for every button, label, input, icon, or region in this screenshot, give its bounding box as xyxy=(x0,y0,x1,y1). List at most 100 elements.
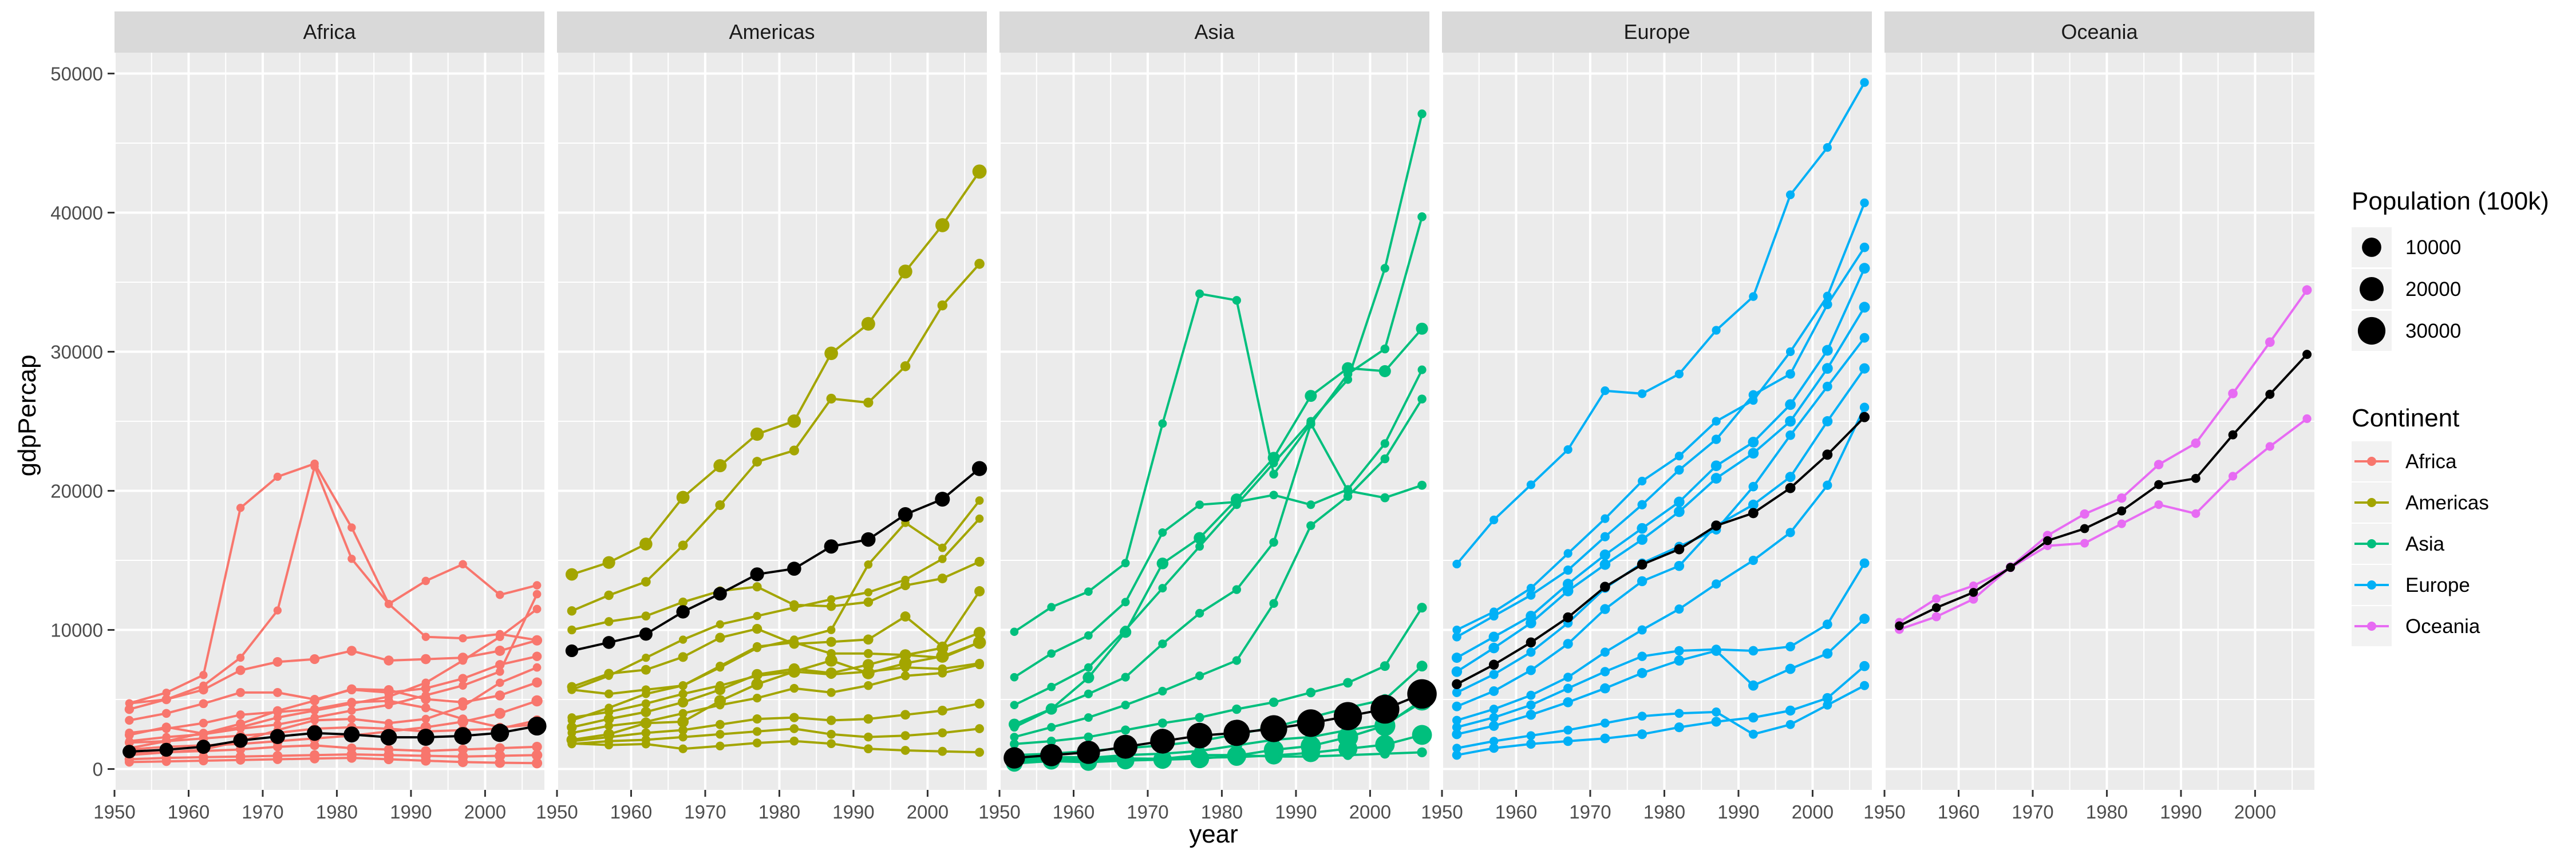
country-data-point xyxy=(1010,701,1019,710)
country-data-point xyxy=(459,560,467,569)
country-data-point xyxy=(1195,289,1204,298)
country-data-point xyxy=(1599,559,1611,570)
country-data-point xyxy=(494,707,505,719)
country-data-point xyxy=(1416,322,1428,335)
country-data-point xyxy=(457,757,468,768)
country-data-point xyxy=(1121,559,1130,568)
country-data-point xyxy=(421,576,430,586)
country-data-point xyxy=(567,685,576,694)
country-data-point xyxy=(1710,473,1722,484)
strip-background xyxy=(114,11,544,53)
country-data-point xyxy=(1195,750,1204,760)
country-data-point xyxy=(1232,585,1242,594)
country-data-point xyxy=(676,491,690,504)
color-legend-symbol xyxy=(2367,457,2376,466)
country-data-point xyxy=(1785,416,1796,427)
country-data-point xyxy=(641,699,651,708)
country-data-point xyxy=(459,702,467,711)
country-data-point xyxy=(1932,594,1941,603)
country-data-point xyxy=(1452,722,1461,732)
mean-data-point xyxy=(1370,694,1400,724)
country-data-point xyxy=(973,636,986,649)
mean-data-point xyxy=(343,726,360,743)
mean-data-point xyxy=(971,461,987,476)
country-data-point xyxy=(827,670,836,679)
country-data-point xyxy=(789,445,799,456)
country-series-line xyxy=(1456,618,1866,736)
country-data-point xyxy=(1563,673,1573,682)
country-data-point xyxy=(2228,472,2238,481)
x-tick-label: 1970 xyxy=(1569,801,1611,823)
country-data-point xyxy=(1416,661,1428,672)
mean-data-point xyxy=(1859,412,1870,422)
country-series-line xyxy=(1456,406,1866,722)
country-data-point xyxy=(532,663,542,672)
country-data-point xyxy=(347,555,356,563)
country-data-point xyxy=(641,685,651,694)
mean-data-point xyxy=(1526,637,1536,648)
country-data-point xyxy=(1195,608,1204,618)
country-data-point xyxy=(1452,632,1461,642)
country-data-point xyxy=(1526,739,1536,749)
mean-data-point xyxy=(1452,679,1462,690)
country-data-point xyxy=(199,756,208,766)
country-data-point xyxy=(2302,285,2312,295)
country-data-point xyxy=(495,667,504,676)
mean-series-group xyxy=(565,461,987,658)
country-data-point xyxy=(1931,612,1941,622)
country-data-point xyxy=(1452,625,1461,635)
country-series-line xyxy=(1013,292,1423,633)
x-tick-label: 1990 xyxy=(390,801,432,823)
country-data-point xyxy=(938,746,947,756)
country-data-point xyxy=(162,724,171,733)
country-data-point xyxy=(789,736,799,746)
country-data-point xyxy=(1674,722,1684,733)
country-data-point xyxy=(752,727,762,736)
country-data-point xyxy=(1785,369,1795,379)
x-tick-label: 2000 xyxy=(1792,801,1834,823)
country-data-point xyxy=(1859,363,1870,374)
country-data-point xyxy=(1232,704,1242,714)
country-data-point xyxy=(1306,500,1315,509)
country-data-point xyxy=(1822,381,1832,392)
mean-data-point xyxy=(2043,536,2052,545)
country-data-point xyxy=(1306,521,1315,530)
country-data-point xyxy=(1674,709,1684,718)
country-data-point xyxy=(1380,493,1390,503)
country-data-point xyxy=(789,724,799,733)
country-data-point xyxy=(1119,626,1132,638)
strip-label: Asia xyxy=(1194,20,1235,44)
country-data-point xyxy=(1637,668,1647,678)
country-data-point xyxy=(1563,725,1573,735)
size-legend-label: 20000 xyxy=(2405,278,2461,301)
country-data-point xyxy=(1489,686,1499,696)
country-data-point xyxy=(1417,603,1427,613)
country-data-point xyxy=(1488,721,1499,731)
country-data-point xyxy=(1969,581,1978,590)
country-data-point xyxy=(1822,619,1832,630)
country-data-point xyxy=(1488,631,1499,642)
country-data-point xyxy=(272,687,282,697)
country-data-point xyxy=(1748,729,1758,739)
country-data-point xyxy=(1452,729,1462,740)
x-tick-label: 2000 xyxy=(907,801,949,823)
country-data-point xyxy=(125,715,134,725)
color-legend-label: Africa xyxy=(2405,450,2457,473)
country-data-point xyxy=(199,671,208,679)
country-data-point xyxy=(495,632,504,642)
country-data-point xyxy=(1526,480,1535,489)
country-data-point xyxy=(641,717,650,726)
country-data-point xyxy=(1269,469,1278,479)
x-tick-label: 2000 xyxy=(464,801,506,823)
x-axis-title: year xyxy=(1189,820,1238,848)
country-data-point xyxy=(825,654,837,667)
mean-data-point xyxy=(527,716,547,736)
country-data-point xyxy=(678,732,688,742)
country-data-point xyxy=(567,739,576,748)
country-data-point xyxy=(567,625,576,635)
country-data-point xyxy=(605,671,613,680)
country-data-point xyxy=(1158,528,1167,537)
country-data-point xyxy=(384,754,394,765)
country-data-point xyxy=(310,462,319,471)
country-data-point xyxy=(677,697,689,708)
